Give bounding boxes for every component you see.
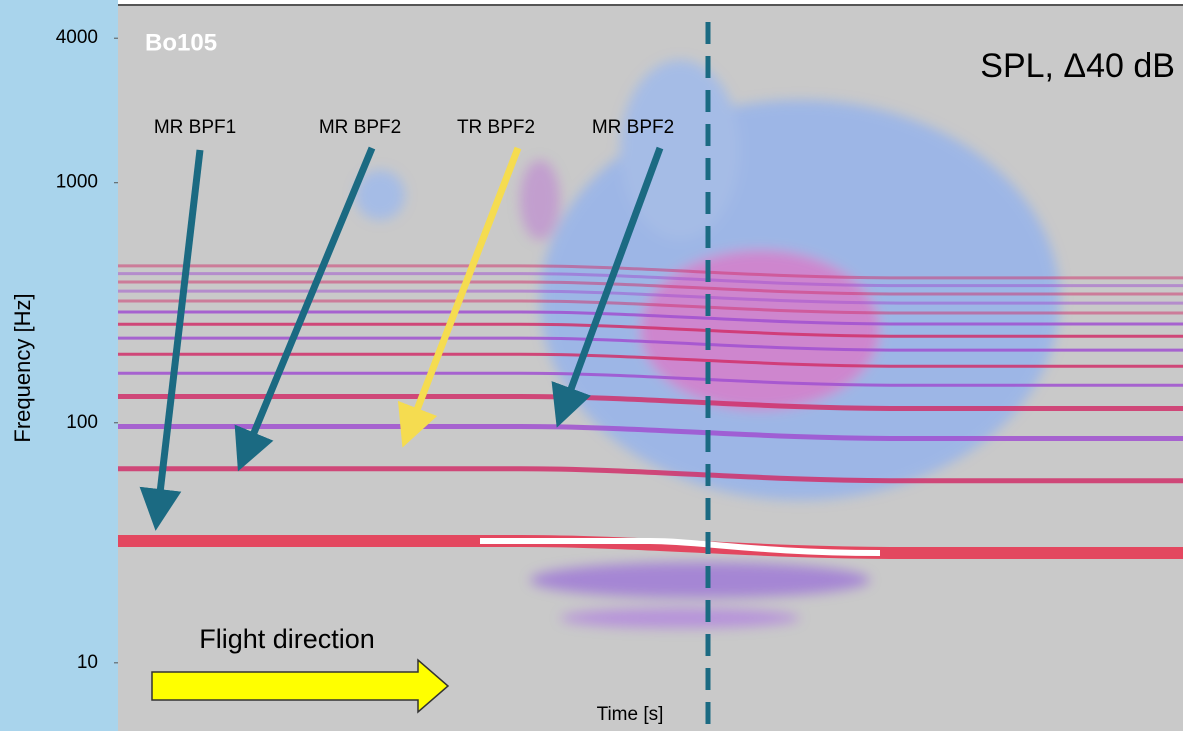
harmonic-core bbox=[480, 538, 881, 556]
arrow bbox=[551, 146, 664, 428]
harmonic-line bbox=[118, 466, 1183, 484]
y-tick-label: 1000 bbox=[56, 172, 98, 193]
harmonic-line bbox=[118, 289, 1183, 305]
arrow bbox=[234, 146, 376, 472]
chart-title: Bo105 bbox=[145, 29, 217, 56]
annotation: Flight direction bbox=[199, 624, 375, 654]
flight-arrow bbox=[151, 658, 450, 714]
y-tick-label: 10 bbox=[77, 652, 98, 673]
harmonic-line bbox=[118, 371, 1183, 387]
harmonic-line bbox=[118, 322, 1183, 338]
y-axis-label: Frequency [Hz] bbox=[10, 293, 35, 442]
annotation: MR BPF2 bbox=[592, 117, 674, 138]
y-tick-label: 4000 bbox=[56, 27, 98, 48]
harmonic-line bbox=[118, 280, 1183, 296]
annotation: MR BPF1 bbox=[154, 117, 236, 138]
harmonic-line bbox=[118, 264, 1183, 280]
annotation: MR BPF2 bbox=[319, 117, 401, 138]
x-axis-label: Time [s] bbox=[597, 704, 664, 725]
harmonic-line bbox=[118, 310, 1183, 326]
arrow bbox=[139, 149, 204, 531]
harmonic-line bbox=[118, 336, 1183, 352]
annotation: TR BPF2 bbox=[457, 117, 535, 138]
arrow bbox=[397, 146, 522, 448]
harmonic-line bbox=[118, 352, 1183, 368]
y-tick-label: 100 bbox=[66, 412, 98, 433]
chart-subtitle: SPL, Δ40 dB bbox=[980, 47, 1175, 85]
harmonic-line bbox=[118, 299, 1183, 315]
harmonic-line bbox=[118, 272, 1183, 288]
axis-panel bbox=[0, 0, 118, 731]
